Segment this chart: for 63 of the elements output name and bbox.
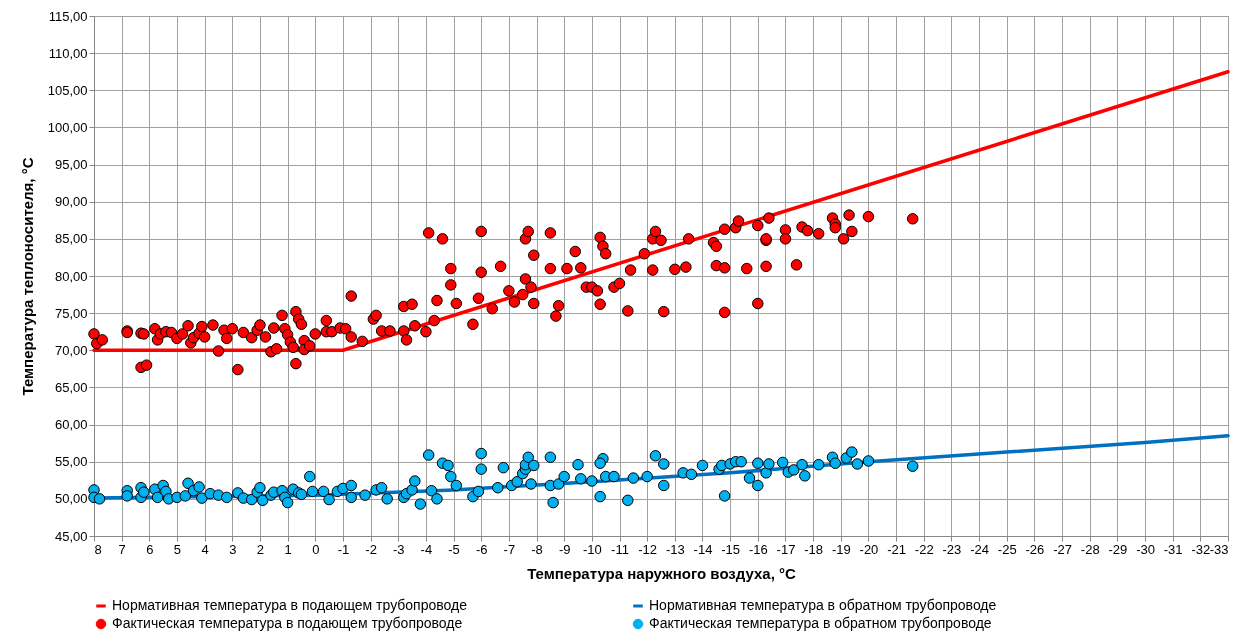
x-tick-label: -30 — [1136, 541, 1155, 557]
x-tick-label: -4 — [420, 541, 433, 557]
y-tick-label: 115,00 — [48, 8, 88, 24]
y-tick-label: 85,00 — [54, 231, 88, 247]
x-tick-label: -33 — [1209, 541, 1229, 557]
y-tick-label: 70,00 — [54, 342, 88, 358]
x-tick-label: -3 — [392, 541, 405, 557]
y-axis-title: Температура теплоносителя, °C — [18, 157, 36, 396]
x-tick-label: 2 — [256, 541, 265, 557]
x-tick-label: -29 — [1108, 541, 1128, 557]
y-tick-label: 110,00 — [48, 45, 88, 61]
y-tick-label: 55,00 — [54, 454, 88, 470]
x-tick-label: -10 — [582, 541, 602, 557]
x-tick-label: -21 — [887, 541, 906, 557]
x-tick-label: -26 — [1025, 541, 1045, 557]
x-tick-label: 7 — [118, 541, 126, 557]
x-tick-label: -32 — [1191, 541, 1211, 557]
y-tick-label: 60,00 — [54, 417, 88, 433]
x-tick-label: -2 — [365, 541, 377, 557]
y-tick-label: 95,00 — [54, 157, 88, 173]
y-tick-label: 50,00 — [54, 491, 88, 507]
y-tick-label: 75,00 — [54, 305, 88, 321]
legend-label: Фактическая температура в обратном трубопроводе — [649, 615, 992, 631]
x-tick-label: 6 — [146, 541, 154, 557]
legend-label: Нормативная температура в подающем трубопроводе — [112, 597, 468, 613]
x-tick-label: -6 — [475, 541, 488, 557]
x-tick-label: 5 — [173, 541, 182, 557]
x-tick-label: -7 — [503, 541, 516, 557]
y-tick-label: 100,00 — [47, 119, 88, 135]
x-tick-label: -17 — [776, 541, 796, 557]
y-tick-label: 65,00 — [54, 379, 88, 395]
legend-label: Фактическая температура в подающем трубопроводе — [112, 615, 463, 631]
x-tick-label: -9 — [558, 541, 571, 557]
x-axis-title: Температура наружного воздуха, °C — [527, 564, 797, 582]
x-tick-label: -27 — [1053, 541, 1072, 557]
x-tick-label: -28 — [1080, 541, 1100, 557]
x-tick-label: -18 — [804, 541, 824, 557]
x-tick-label: -25 — [997, 541, 1017, 557]
x-tick-label: -24 — [970, 541, 989, 557]
y-tick-label: 105,00 — [47, 82, 88, 98]
x-tick-label: -22 — [914, 541, 934, 557]
x-tick-label: -1 — [337, 541, 350, 557]
x-tick-label: -13 — [665, 541, 685, 557]
x-tick-label: -12 — [638, 541, 658, 557]
x-tick-label: -11 — [611, 541, 629, 557]
legend-label: Нормативная температура в обратном трубопроводе — [649, 597, 997, 613]
x-tick-label: -23 — [942, 541, 962, 557]
x-tick-label: -19 — [831, 541, 851, 557]
x-tick-label: -20 — [859, 541, 879, 557]
x-tick-label: -5 — [448, 541, 460, 557]
x-tick-label: -16 — [748, 541, 768, 557]
x-tick-label: -8 — [531, 541, 543, 557]
x-tick-label: 4 — [201, 541, 209, 557]
y-tick-label: 90,00 — [54, 194, 88, 210]
x-tick-label: -31 — [1163, 541, 1183, 557]
x-tick-label: 0 — [312, 541, 320, 557]
x-tick-label: -14 — [693, 541, 713, 557]
x-tick-label: 1 — [284, 541, 292, 557]
x-tick-label: -15 — [721, 541, 741, 557]
x-tick-label: 3 — [229, 541, 237, 557]
y-tick-label: 80,00 — [54, 268, 88, 284]
x-tick-label: 8 — [94, 541, 102, 557]
y-tick-label: 45,00 — [54, 528, 88, 544]
